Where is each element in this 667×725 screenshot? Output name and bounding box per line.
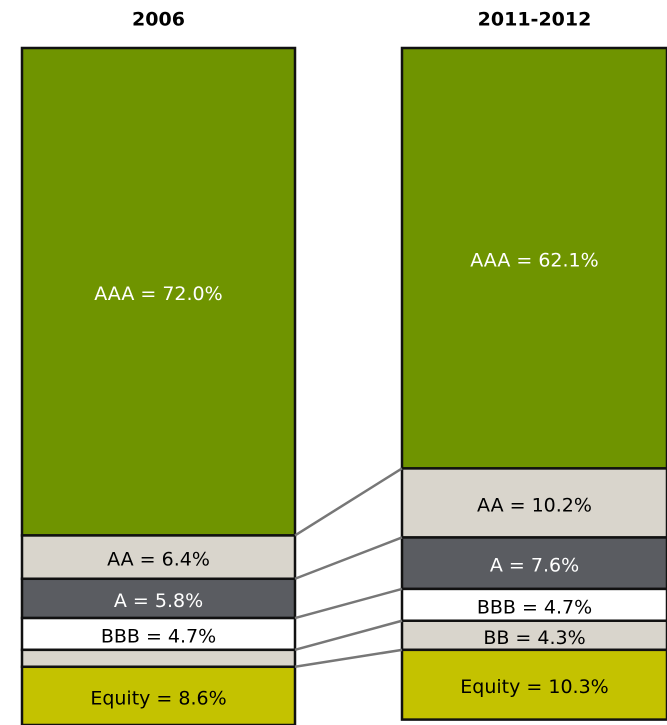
bar-segment xyxy=(400,46,667,470)
column-header: 2011-2012 xyxy=(478,9,592,31)
data-label: A = 7.6% xyxy=(490,555,579,577)
connector xyxy=(294,619,403,652)
data-label: Equity = 8.6% xyxy=(90,687,226,709)
data-label: BBB = 4.7% xyxy=(101,625,216,647)
data-label: AAA = 72.0% xyxy=(94,283,222,305)
data-label: AA = 10.2% xyxy=(477,494,592,516)
connector xyxy=(294,648,403,669)
data-label: BBB = 4.7% xyxy=(477,596,592,618)
connector xyxy=(294,536,403,580)
connector xyxy=(294,467,403,537)
data-label: Equity = 10.3% xyxy=(460,676,608,698)
column-header: 2006 xyxy=(132,9,185,31)
bar-segment xyxy=(20,648,297,669)
data-label: AA = 6.4% xyxy=(107,549,210,571)
bar-segment xyxy=(20,46,297,537)
data-label: A = 5.8% xyxy=(114,590,203,612)
bar-segment xyxy=(400,536,667,591)
bar-segment xyxy=(20,616,297,652)
bar-segment xyxy=(20,665,297,725)
data-label: BB = 4.3% xyxy=(483,627,585,649)
bar-segment xyxy=(400,648,667,721)
bar-segment xyxy=(20,534,297,581)
data-label: AAA = 62.1% xyxy=(470,250,598,272)
bar-segment xyxy=(400,467,667,539)
connector xyxy=(294,587,403,620)
